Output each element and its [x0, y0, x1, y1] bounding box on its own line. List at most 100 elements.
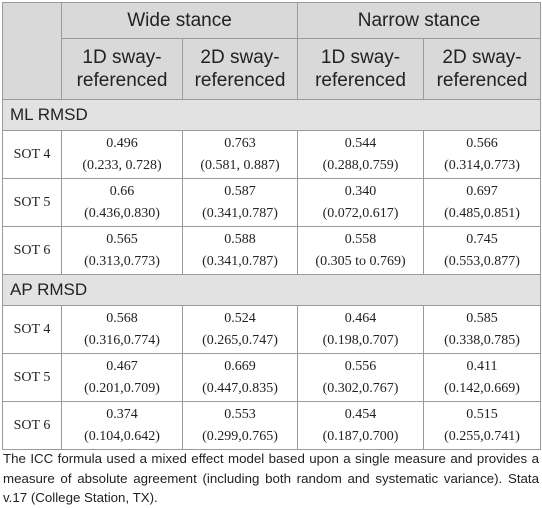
- icc-cell: 0.565 (0.313,0.773): [61, 226, 183, 275]
- confidence-interval: (0.255,0.741): [444, 428, 520, 444]
- icc-cell: 0.374 (0.104,0.642): [61, 401, 183, 450]
- icc-value: 0.585: [466, 310, 498, 326]
- icc-value: 0.568: [106, 310, 138, 326]
- confidence-interval: (0.581, 0.887): [200, 157, 280, 173]
- icc-value: 0.745: [466, 231, 498, 247]
- icc-cell: 0.66 (0.436,0.830): [61, 178, 183, 227]
- section-row: AP RMSD: [1, 274, 542, 306]
- confidence-interval: (0.104,0.642): [84, 428, 160, 444]
- subheader-label: 2D sway-referenced: [436, 47, 528, 91]
- icc-cell: 0.467 (0.201,0.709): [61, 353, 183, 402]
- icc-table: Wide stance Narrow stance 1D sway-refere…: [1, 2, 542, 450]
- icc-cell: 0.697 (0.485,0.851): [423, 178, 542, 227]
- confidence-interval: (0.288,0.759): [322, 157, 399, 173]
- corner-cell: [2, 2, 62, 100]
- row-label: SOT 6: [2, 401, 62, 450]
- icc-value: 0.588: [224, 231, 256, 247]
- icc-cell: 0.566 (0.314,0.773): [423, 130, 542, 179]
- icc-value: 0.464: [344, 310, 377, 326]
- icc-cell: 0.524 (0.265,0.747): [181, 305, 299, 354]
- icc-value: 0.524: [224, 310, 256, 326]
- confidence-interval: (0.302,0.767): [322, 380, 399, 396]
- header-wide-stance: Wide stance: [60, 2, 299, 39]
- icc-cell: 0.411 (0.142,0.669): [423, 353, 542, 402]
- icc-value: 0.66: [109, 183, 135, 199]
- subheader-cell: 1D sway-referenced: [61, 38, 183, 100]
- icc-value: 0.515: [466, 406, 498, 422]
- icc-value: 0.565: [106, 231, 138, 247]
- subheader-cell: 2D sway-referenced: [181, 38, 299, 100]
- table-row: SOT 5 0.66 (0.436,0.830) 0.587 (0.341,0.787)…: [2, 178, 542, 227]
- confidence-interval: (0.341,0.787): [202, 253, 278, 269]
- icc-value: 0.544: [344, 135, 377, 151]
- table-body: ML RMSD SOT 4 0.496 (0.233, 0.728) 0.763 (0.5…: [1, 99, 542, 450]
- icc-cell: 0.544 (0.288,0.759): [297, 130, 425, 179]
- table-header: Wide stance Narrow stance 1D sway-refere…: [2, 2, 542, 100]
- icc-value: 0.587: [224, 183, 256, 199]
- row-label: SOT 5: [2, 353, 62, 402]
- icc-value: 0.566: [466, 135, 498, 151]
- row-label: SOT 4: [2, 130, 62, 179]
- confidence-interval: (0.485,0.851): [444, 205, 520, 221]
- confidence-interval: (0.201,0.709): [84, 380, 160, 396]
- icc-cell: 0.568 (0.316,0.774): [61, 305, 183, 354]
- subheader-cell: 1D sway-referenced: [297, 38, 425, 100]
- icc-value: 0.340: [344, 183, 377, 199]
- row-label: SOT 4: [2, 305, 62, 354]
- confidence-interval: (0.142,0.669): [444, 380, 520, 396]
- confidence-interval: (0.072,0.617): [322, 205, 399, 221]
- table-footnote: The ICC formula used a mixed effect mode…: [3, 451, 539, 505]
- confidence-interval: (0.305 to 0.769): [315, 253, 406, 269]
- icc-cell: 0.464 (0.198,0.707): [297, 305, 425, 354]
- table-row: SOT 6 0.565 (0.313,0.773) 0.588 (0.341,0.787…: [2, 226, 542, 275]
- section-title: ML RMSD: [1, 99, 542, 131]
- icc-value: 0.374: [106, 406, 138, 422]
- icc-cell: 0.587 (0.341,0.787): [181, 178, 299, 227]
- icc-value: 0.697: [466, 183, 498, 199]
- icc-value: 0.454: [344, 406, 377, 422]
- confidence-interval: (0.316,0.774): [84, 332, 160, 348]
- icc-value: 0.496: [106, 135, 138, 151]
- icc-cell: 0.515 (0.255,0.741): [423, 401, 542, 450]
- icc-cell: 0.588 (0.341,0.787): [181, 226, 299, 275]
- icc-value: 0.669: [224, 358, 256, 374]
- confidence-interval: (0.341,0.787): [202, 205, 278, 221]
- subheader-cell: 2D sway-referenced: [423, 38, 542, 100]
- icc-value: 0.467: [106, 358, 138, 374]
- icc-value: 0.411: [466, 358, 498, 374]
- row-label: SOT 5: [2, 178, 62, 227]
- icc-value: 0.558: [344, 231, 377, 247]
- icc-cell: 0.556 (0.302,0.767): [297, 353, 425, 402]
- icc-cell: 0.454 (0.187,0.700): [297, 401, 425, 450]
- confidence-interval: (0.265,0.747): [202, 332, 278, 348]
- icc-value: 0.556: [344, 358, 377, 374]
- header-narrow-stance: Narrow stance: [297, 2, 542, 39]
- confidence-interval: (0.233, 0.728): [82, 157, 162, 173]
- confidence-interval: (0.187,0.700): [322, 428, 399, 444]
- table-row: SOT 4 0.496 (0.233, 0.728) 0.763 (0.581, 0.8…: [2, 130, 542, 179]
- confidence-interval: (0.313,0.773): [84, 253, 160, 269]
- icc-cell: 0.669 (0.447,0.835): [181, 353, 299, 402]
- confidence-interval: (0.314,0.773): [444, 157, 520, 173]
- subheader-label: 2D sway-referenced: [194, 47, 286, 91]
- confidence-interval: (0.338,0.785): [444, 332, 520, 348]
- subheader-label: 1D sway-referenced: [315, 47, 406, 91]
- table-row: SOT 5 0.467 (0.201,0.709) 0.669 (0.447,0.835…: [2, 353, 542, 402]
- row-label: SOT 6: [2, 226, 62, 275]
- icc-cell: 0.496 (0.233, 0.728): [61, 130, 183, 179]
- icc-cell: 0.340 (0.072,0.617): [297, 178, 425, 227]
- section-row: ML RMSD: [1, 99, 542, 131]
- icc-value: 0.553: [224, 406, 256, 422]
- table-row: SOT 4 0.568 (0.316,0.774) 0.524 (0.265,0.747…: [2, 305, 542, 354]
- icc-cell: 0.558 (0.305 to 0.769): [297, 226, 425, 275]
- section-title: AP RMSD: [1, 274, 542, 306]
- confidence-interval: (0.198,0.707): [322, 332, 399, 348]
- icc-value: 0.763: [224, 135, 256, 151]
- icc-cell: 0.745 (0.553,0.877): [423, 226, 542, 275]
- table-row: SOT 6 0.374 (0.104,0.642) 0.553 (0.299,0.765…: [2, 401, 542, 450]
- icc-cell: 0.763 (0.581, 0.887): [181, 130, 299, 179]
- icc-cell: 0.585 (0.338,0.785): [423, 305, 542, 354]
- subheader-label: 1D sway-referenced: [76, 47, 168, 91]
- icc-cell: 0.553 (0.299,0.765): [181, 401, 299, 450]
- confidence-interval: (0.299,0.765): [202, 428, 278, 444]
